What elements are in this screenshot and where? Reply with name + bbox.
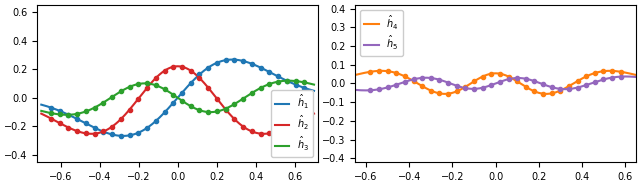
Legend: $\hat{h}_1$, $\hat{h}_2$, $\hat{h}_3$: $\hat{h}_1$, $\hat{h}_2$, $\hat{h}_3$ [271, 90, 313, 157]
Legend: $\hat{h}_4$, $\hat{h}_5$: $\hat{h}_4$, $\hat{h}_5$ [360, 10, 403, 56]
